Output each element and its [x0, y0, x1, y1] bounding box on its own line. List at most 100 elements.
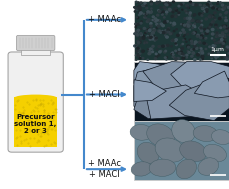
- Circle shape: [218, 9, 219, 10]
- Circle shape: [179, 32, 180, 34]
- Circle shape: [219, 27, 221, 29]
- Circle shape: [139, 38, 141, 40]
- Circle shape: [185, 57, 186, 58]
- Point: [15, 100, 19, 103]
- Circle shape: [155, 53, 156, 55]
- Circle shape: [142, 37, 144, 39]
- Circle shape: [208, 46, 210, 48]
- Point: [47, 125, 50, 128]
- Circle shape: [188, 29, 190, 30]
- Circle shape: [218, 18, 220, 20]
- Circle shape: [166, 31, 168, 33]
- Circle shape: [196, 20, 198, 22]
- Point: [36, 139, 40, 142]
- Circle shape: [135, 50, 137, 52]
- Circle shape: [213, 12, 215, 14]
- Circle shape: [169, 33, 172, 35]
- Circle shape: [182, 59, 183, 60]
- Point: [52, 125, 56, 128]
- Point: [52, 141, 55, 144]
- Circle shape: [147, 19, 150, 21]
- Circle shape: [186, 34, 188, 35]
- Circle shape: [208, 26, 210, 28]
- Circle shape: [169, 22, 170, 23]
- Circle shape: [146, 13, 147, 14]
- Point: [46, 114, 50, 117]
- Circle shape: [137, 54, 138, 55]
- Circle shape: [148, 33, 149, 34]
- Circle shape: [214, 19, 215, 20]
- Circle shape: [157, 10, 159, 11]
- Circle shape: [137, 2, 139, 3]
- Circle shape: [151, 45, 153, 47]
- Point: [19, 141, 23, 144]
- Text: + MAAc
+ MACl: + MAAc + MACl: [88, 160, 121, 179]
- Point: [36, 130, 40, 133]
- Circle shape: [135, 59, 136, 60]
- Circle shape: [155, 56, 157, 57]
- Polygon shape: [169, 82, 228, 121]
- Circle shape: [153, 40, 155, 41]
- Circle shape: [164, 57, 165, 58]
- Circle shape: [199, 4, 200, 6]
- Circle shape: [181, 29, 183, 31]
- Circle shape: [217, 36, 218, 37]
- Circle shape: [142, 5, 144, 6]
- Bar: [14, 97, 57, 147]
- Circle shape: [145, 31, 147, 32]
- Circle shape: [218, 14, 220, 15]
- Circle shape: [136, 29, 139, 31]
- Circle shape: [134, 23, 136, 24]
- Circle shape: [216, 52, 218, 53]
- Circle shape: [139, 53, 140, 54]
- Point: [51, 115, 55, 118]
- Circle shape: [218, 41, 220, 43]
- Point: [31, 113, 35, 116]
- Circle shape: [135, 17, 137, 18]
- Circle shape: [183, 18, 185, 19]
- Circle shape: [203, 29, 205, 30]
- Point: [51, 110, 54, 113]
- Circle shape: [137, 8, 138, 9]
- Circle shape: [190, 55, 192, 57]
- Circle shape: [199, 30, 202, 32]
- Circle shape: [157, 46, 160, 47]
- Circle shape: [205, 32, 207, 34]
- Circle shape: [142, 52, 143, 53]
- Circle shape: [145, 14, 146, 15]
- Circle shape: [194, 41, 196, 43]
- Circle shape: [185, 5, 188, 7]
- Circle shape: [155, 2, 158, 4]
- Circle shape: [205, 30, 208, 32]
- Circle shape: [204, 38, 205, 39]
- Circle shape: [134, 11, 135, 12]
- Circle shape: [194, 32, 195, 33]
- Circle shape: [216, 36, 218, 37]
- Ellipse shape: [203, 144, 226, 162]
- Ellipse shape: [192, 126, 217, 142]
- Circle shape: [200, 48, 201, 49]
- Point: [21, 114, 25, 117]
- Bar: [133, 121, 228, 180]
- Circle shape: [210, 5, 212, 7]
- Circle shape: [171, 39, 174, 41]
- Point: [46, 101, 49, 105]
- Circle shape: [211, 16, 212, 17]
- Point: [42, 111, 46, 114]
- Circle shape: [204, 37, 206, 39]
- Circle shape: [222, 41, 224, 43]
- Circle shape: [210, 51, 213, 53]
- Circle shape: [227, 53, 229, 54]
- Circle shape: [146, 36, 148, 37]
- Circle shape: [191, 52, 194, 54]
- Circle shape: [214, 24, 217, 26]
- Circle shape: [220, 57, 222, 58]
- Circle shape: [223, 55, 226, 58]
- Circle shape: [166, 44, 168, 46]
- Circle shape: [196, 54, 198, 55]
- Point: [49, 118, 53, 121]
- Circle shape: [193, 23, 195, 24]
- Circle shape: [171, 52, 172, 53]
- FancyBboxPatch shape: [16, 35, 55, 51]
- Circle shape: [135, 27, 136, 28]
